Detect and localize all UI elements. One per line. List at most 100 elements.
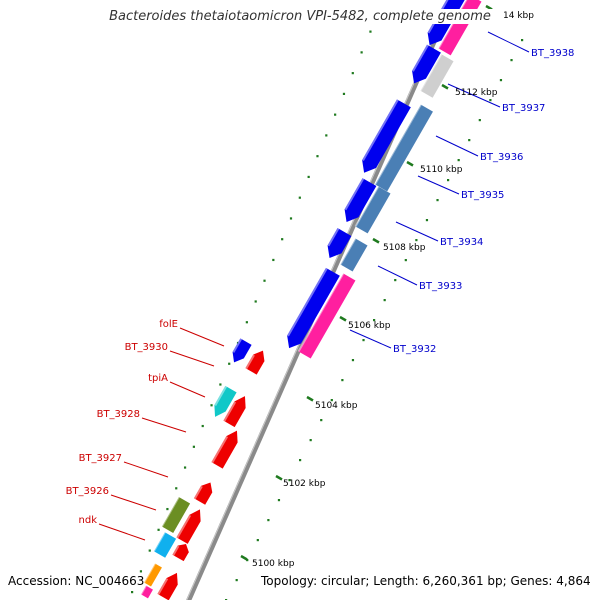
gene-bt3930 (245, 350, 265, 375)
gene-ndk (153, 531, 177, 558)
gene-label-left: BT_3926 (66, 486, 109, 497)
ruler-label: 5108 kbp (383, 243, 426, 253)
dotted-guide-inner (246, 559, 249, 562)
ruler-tick (372, 237, 380, 244)
dotted-guide-outer (334, 113, 337, 116)
gene-foie (232, 338, 252, 363)
gene-orange-shine (143, 562, 156, 584)
dotted-guide-outer (219, 383, 222, 386)
gene-foie-shine (232, 338, 243, 353)
ruler-tick (406, 160, 414, 167)
gene-bt3934-body (327, 228, 352, 259)
dotted-guide-inner (447, 179, 450, 182)
ruler-label: 5104 kbp (315, 401, 358, 411)
gene-bt3930-shine (245, 354, 255, 370)
dotted-guide-outer (369, 30, 372, 33)
gene-bt3934-cds (339, 238, 368, 272)
gene-bt3926 (193, 482, 213, 505)
gene-bt3937 (412, 44, 441, 84)
gene-bt3924-shine (176, 514, 192, 539)
leader-line (395, 221, 439, 242)
leader-line (169, 381, 206, 398)
gene-ndk-partner-body (172, 544, 189, 562)
dotted-guide-outer (325, 134, 328, 137)
gene-magenta-edge-body (141, 585, 153, 599)
gene-bt3926-body (193, 482, 213, 505)
gene-bt3934-cds-shine (339, 238, 357, 266)
gene-label-left: ndk (79, 515, 98, 526)
gene-features (140, 0, 482, 600)
dotted-guide-outer (360, 51, 363, 54)
leader-line (349, 329, 392, 349)
gene-bt3935 (344, 178, 377, 222)
gene-bt3934 (327, 228, 352, 259)
ruler-tick (485, 4, 493, 11)
ruler-tick (240, 554, 248, 561)
gene-bt3930-body (245, 350, 265, 375)
dotted-guide-outer (192, 445, 195, 448)
gene-bt3933 (287, 267, 340, 349)
gene-bottom-red-body (157, 572, 178, 600)
dotted-guide-outer (263, 279, 266, 282)
gene-bottom-red (157, 572, 178, 600)
gene-magenta-edge-shine (140, 585, 147, 595)
dotted-guide-inner (373, 319, 376, 322)
gene-bt3928-shine (223, 401, 237, 422)
gene-bt3927-shine (211, 436, 229, 464)
dotted-guide-inner (383, 299, 386, 302)
dotted-guide-outer (316, 155, 319, 158)
ruler-tick (306, 395, 314, 402)
dotted-guide-outer (183, 466, 187, 469)
gene-bt3935-cds (354, 186, 391, 234)
gene-tpia-shine (214, 385, 228, 406)
label-leaders (98, 31, 530, 541)
dotted-guide-outer (351, 72, 354, 75)
map-title: Bacteroides thetaiotaomicron VPI-5482, c… (0, 9, 600, 24)
leader-line (377, 265, 418, 286)
gene-bt3936-cds (374, 104, 433, 192)
dotted-guide-outer (175, 487, 178, 490)
dotted-guide-inner (341, 379, 344, 382)
ruler-label: 5100 kbp (252, 559, 295, 569)
dotted-guide-inner (309, 439, 312, 442)
gene-label-right: BT_3932 (393, 344, 436, 355)
dotted-guide-inner (468, 139, 471, 142)
gene-magenta-edge (140, 585, 153, 599)
leader-line (110, 494, 157, 511)
dotted-guide-outer (298, 196, 301, 199)
gene-bt3928-body (223, 396, 246, 428)
gene-ndk-body (153, 532, 177, 558)
gene-bt3937-cds (419, 53, 454, 98)
dotted-guide-outer (289, 217, 293, 220)
gene-bt3937-cds-shine (419, 53, 443, 92)
gene-bottom-red-shine (157, 578, 169, 595)
leader-line (123, 461, 169, 478)
gene-bt3928 (223, 396, 246, 428)
gene-label-right: BT_3934 (440, 237, 483, 248)
ruler-label: 14 kbp (503, 11, 534, 21)
gene-bt3924 (176, 509, 201, 544)
dotted-guide-inner (521, 39, 524, 42)
dotted-guide-inner (351, 359, 355, 362)
ruler-label: 5106 kbp (348, 321, 391, 331)
dotted-guide-outer (148, 549, 151, 552)
dotted-guide-inner (425, 219, 429, 222)
gene-label-right: BT_3935 (461, 190, 504, 201)
gene-bt3935-cds-shine (354, 186, 380, 227)
gene-bt3935-shine (344, 178, 365, 211)
ruler-label: 5112 kbp (455, 88, 498, 98)
leader-line (435, 135, 479, 157)
gene-bt3937-cds-body (420, 54, 454, 98)
gene-orange-body (144, 563, 162, 587)
accession-text: Accession: NC_004663 (8, 574, 145, 588)
dotted-guide-inner (478, 119, 481, 122)
gene-label-right: BT_3936 (480, 152, 523, 163)
dotted-guide-inner (489, 99, 492, 102)
gene-bt3932-cds-body (298, 273, 356, 359)
gene-label-left: folE (159, 319, 178, 330)
dotted-guide-outer (254, 300, 257, 303)
dotted-guide-inner (330, 399, 333, 402)
dotted-guide-outer (131, 591, 134, 594)
dotted-guide-inner (415, 239, 418, 242)
